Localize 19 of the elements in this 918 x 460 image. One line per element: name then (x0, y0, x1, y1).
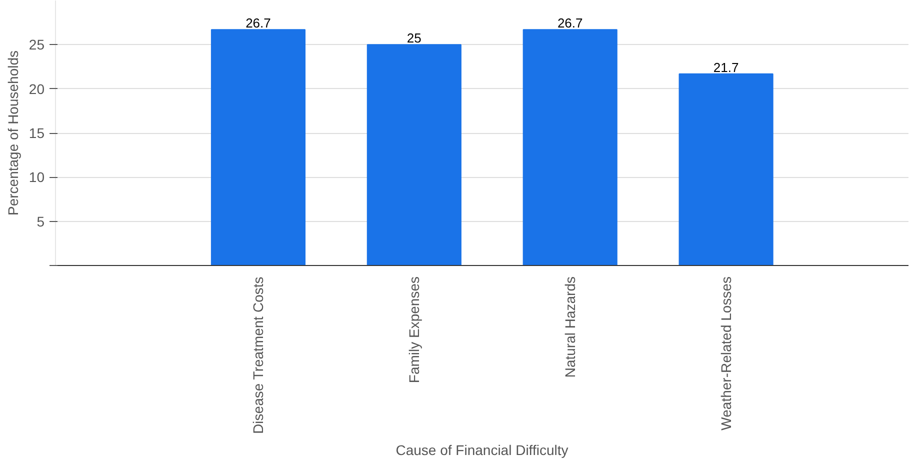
data-label: 25 (406, 30, 422, 46)
bar (210, 29, 306, 266)
x-axis-title: Cause of Financial Difficulty (396, 442, 568, 458)
data-label: 21.7 (713, 60, 739, 75)
bar (678, 73, 774, 266)
x-tick-label: Family Expenses (406, 276, 422, 384)
y-tick-label: 20 (28, 80, 45, 97)
x-tick-label: Natural Hazards (562, 276, 578, 378)
x-tick-label: Weather-Related Losses (718, 276, 734, 430)
y-tick-label: 25 (28, 36, 45, 53)
data-label: 26.7 (246, 16, 271, 31)
bar (366, 44, 462, 266)
data-label: 26.7 (557, 16, 583, 31)
x-tick-label: Disease Treatment Costs (250, 276, 266, 434)
y-tick-label: 5 (36, 213, 45, 230)
bar (522, 29, 618, 266)
y-tick-label: 10 (28, 169, 45, 186)
y-tick-label: 15 (28, 125, 45, 141)
y-axis-title: Percentage of Households (4, 50, 21, 216)
